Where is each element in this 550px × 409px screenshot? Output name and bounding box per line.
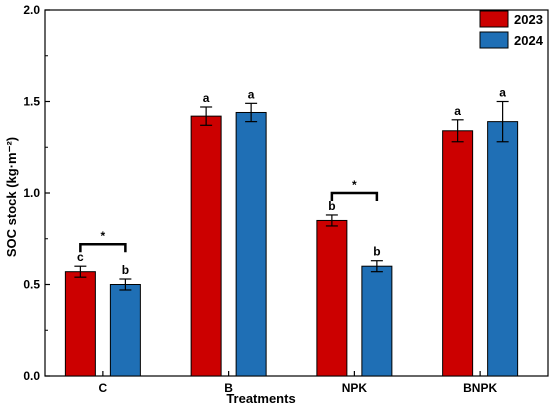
legend-label-2024: 2024 [514,33,544,48]
significance-letter: b [328,199,335,213]
y-tick-label: 1.5 [23,95,40,109]
legend-swatch-2024 [479,31,509,49]
significance-letter: a [203,91,210,105]
y-tick-label: 1.0 [23,186,40,200]
y-axis-title: SOC stock (kg·m⁻²) [4,137,19,257]
bar-2024-B [235,111,267,377]
legend-swatch-2023 [479,10,509,28]
significance-star: * [352,178,357,192]
bar-2024-C [109,284,141,377]
significance-letter: b [373,245,380,259]
significance-star: * [101,229,106,243]
bar-2023-C [64,271,96,377]
y-tick-label: 0.5 [23,278,40,292]
bar-2024-BNPK [487,121,519,377]
legend: 2023 2024 [479,10,544,49]
plot-area: 0.0 0.5 1.0 1.5 2.0 Cc b Ba a NPK b b BNPK a a * * [23,3,549,395]
x-tick-label: B [224,381,233,395]
x-tick-label: BNPK [463,381,497,395]
bar-2024-NPK [361,265,393,377]
y-tick-label: 2.0 [23,3,40,17]
significance-letter: a [248,87,255,101]
bar-2023-BNPK [442,130,474,377]
x-tick-label: NPK [342,381,368,395]
x-axis-title: Treatments [226,391,295,406]
significance-letter: a [454,104,461,118]
bar-2023-NPK [316,219,348,377]
bar-2023-B [190,115,222,377]
legend-label-2023: 2023 [514,12,543,27]
significance-letter: c [77,250,84,264]
significance-bracket [79,242,127,253]
significance-letter: a [499,86,506,100]
x-tick-label: C [99,381,108,395]
significance-letter: b [122,263,129,277]
significance-bracket [330,191,379,201]
y-tick-label: 0.0 [23,369,40,383]
